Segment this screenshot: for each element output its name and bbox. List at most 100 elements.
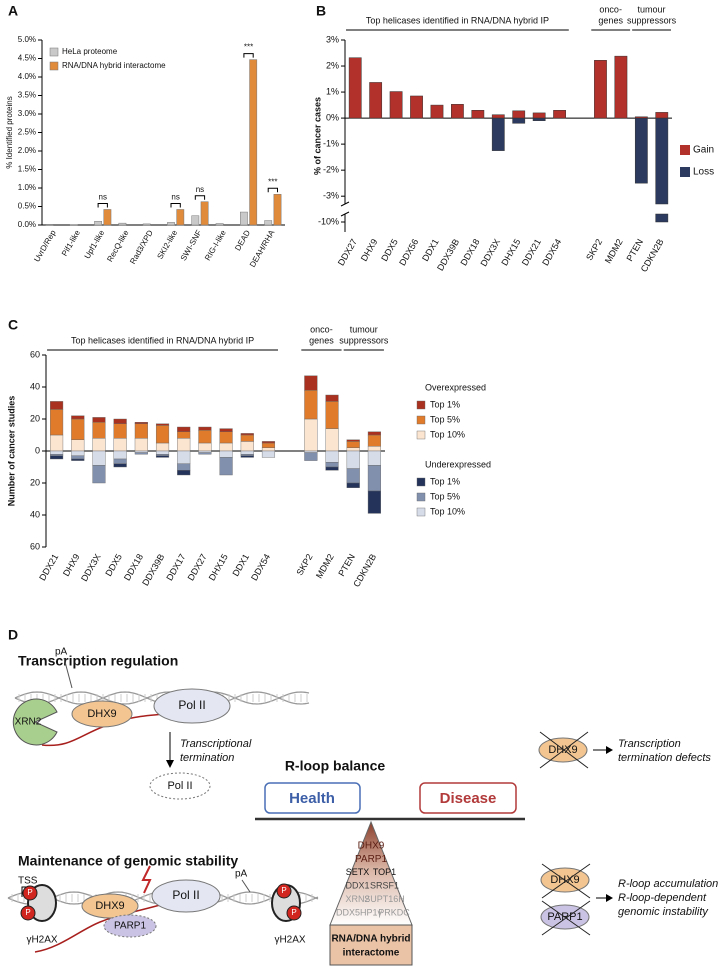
legend-label: Top 1% [430, 399, 460, 409]
bar-segment [219, 431, 233, 444]
bar-segment [155, 450, 170, 455]
arrow-head [606, 746, 613, 754]
bar [655, 112, 669, 119]
group-label: tumour [350, 324, 378, 334]
y-tick-label: 60 [30, 349, 40, 359]
bar [634, 117, 648, 184]
cross [541, 900, 591, 936]
rna-strand [34, 904, 161, 953]
x-tick-label: PTEN [336, 552, 357, 578]
y-tick-label: 2.5% [18, 128, 36, 137]
bar-segment [50, 401, 64, 410]
disease-box [419, 782, 517, 814]
bar-segment [177, 438, 191, 452]
pol-ii-label: Pol II [167, 780, 192, 792]
x-tick-label: DDX56 [397, 237, 420, 267]
h2ax-label: γH2AX [26, 935, 57, 946]
legend-swatch [416, 430, 426, 440]
tss-label: TSS [18, 876, 38, 887]
bar [430, 104, 444, 119]
bar [491, 117, 505, 151]
bar-segment [177, 450, 191, 465]
x-tick-label: RIG-I-like [203, 228, 228, 262]
bar-segment [367, 434, 381, 447]
bracket [170, 202, 181, 208]
outcome: R-loop accumulation [618, 878, 718, 890]
pyramid-word: DDX5 [336, 907, 360, 917]
x-tick-label: DDX18 [122, 552, 145, 582]
bar [249, 59, 258, 226]
group-label: tumour [638, 4, 666, 14]
y-tick-label: 0 [35, 445, 40, 455]
bar-segment [50, 454, 64, 457]
pyramid-word: PARP1 [355, 854, 387, 865]
bar-segment [71, 458, 85, 461]
y-tick-label: 1% [326, 86, 339, 96]
bar-segment [346, 447, 360, 452]
y-tick-label: 60 [30, 541, 40, 551]
bar [215, 223, 224, 226]
x-tick-label: DEAH/RHA [248, 228, 277, 269]
bar-segment [346, 441, 360, 448]
legend-label: Gain [693, 145, 714, 156]
bar-segment [50, 450, 64, 455]
bar-segment [367, 450, 381, 466]
x-tick-label: UvrD/Rep [32, 228, 58, 263]
bar [369, 82, 383, 119]
y-tick-label: 40 [30, 381, 40, 391]
bar [532, 112, 546, 119]
bar [410, 95, 423, 119]
phospho [276, 883, 292, 899]
x-tick-label: DDX1 [420, 237, 441, 263]
base-box [329, 924, 413, 966]
bar-segment [219, 450, 233, 458]
axis-break [340, 211, 350, 217]
annotation: ns [171, 193, 179, 202]
bar-segment [71, 415, 85, 420]
bar-segment [240, 441, 254, 452]
group-label: Top helicases identified in RNA/DNA hybr… [366, 15, 549, 25]
bar-segment [240, 434, 254, 442]
x-tick-label: DDX21 [37, 552, 60, 582]
bar [45, 224, 54, 226]
bar-segment [113, 463, 127, 468]
x-tick-label: DDX54 [249, 552, 272, 582]
x-tick-label: DDX3X [79, 552, 103, 583]
annotation: Transcriptional [180, 738, 252, 750]
pa-pointer [63, 657, 73, 689]
pyramid-word: TOP1 [373, 867, 396, 877]
legend-label: Top 1% [430, 476, 460, 486]
dhx9-shape [71, 700, 133, 728]
dhx9-shape [538, 737, 588, 763]
group-label: suppressors [627, 15, 677, 25]
panel-d: D Transcription regulation pA XRN2 DHX9 … [8, 627, 718, 966]
bar-segment [198, 426, 212, 431]
bar-segment [261, 450, 276, 458]
y-axis-label: % Identified proteins [5, 96, 14, 169]
pol-ii-shape [153, 688, 231, 724]
bar-segment [134, 452, 148, 455]
pol-ii-label: Pol II [172, 888, 199, 902]
bar-segment [304, 418, 318, 452]
x-tick-label: DEAD [233, 228, 252, 252]
bar-segment [325, 462, 339, 468]
bar-segment [134, 422, 148, 425]
annotation: termination [180, 752, 234, 764]
y-tick-label: -10% [318, 216, 339, 226]
bar-segment [219, 457, 233, 476]
arrow-head [606, 894, 613, 902]
xrn2-shape [12, 698, 58, 746]
bar-segment [219, 428, 233, 433]
group-label: suppressors [339, 335, 389, 345]
bar [176, 209, 185, 226]
bar [471, 110, 485, 119]
pyramid-word: SRSF1 [370, 881, 399, 891]
section-title: Transcription regulation [18, 653, 178, 669]
bar-segment [113, 423, 127, 439]
pyramid-word: HP1γ [360, 907, 383, 917]
bar-segment [92, 417, 106, 423]
y-tick-label: 3.0% [18, 109, 36, 118]
bar-segment [325, 401, 339, 429]
bar [532, 117, 546, 121]
bar-segment [92, 422, 106, 439]
